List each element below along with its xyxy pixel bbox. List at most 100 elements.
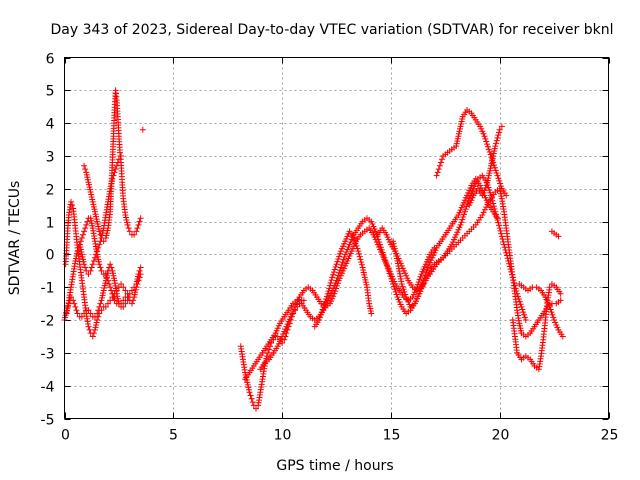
data-point <box>331 290 338 297</box>
data-point <box>415 278 422 285</box>
data-point <box>332 288 339 295</box>
data-point <box>136 218 143 225</box>
y-tick-label: -1 <box>41 281 55 297</box>
data-point <box>331 266 338 273</box>
data-point <box>493 140 500 147</box>
data-point <box>483 204 490 211</box>
data-point <box>70 297 77 304</box>
data-point <box>521 314 528 321</box>
data-point <box>485 146 492 153</box>
data-point <box>356 253 363 260</box>
data-point <box>107 261 114 268</box>
series-trace-12 <box>390 175 501 310</box>
y-tick-label: 5 <box>46 84 55 100</box>
data-point <box>319 306 326 313</box>
data-point <box>95 307 102 314</box>
data-point <box>73 307 80 314</box>
data-point <box>318 309 325 316</box>
data-point <box>317 311 324 318</box>
y-tick-label: 0 <box>46 248 55 264</box>
data-point <box>110 172 117 179</box>
data-point <box>336 267 343 274</box>
data-point <box>300 297 307 304</box>
data-point <box>548 309 555 316</box>
x-tick-label: 5 <box>169 428 178 444</box>
data-point <box>557 297 564 304</box>
data-point <box>557 290 564 297</box>
data-point <box>93 251 100 258</box>
data-point <box>94 310 101 317</box>
data-point <box>503 192 510 199</box>
data-point <box>326 282 333 289</box>
y-axis-label: SDTVAR / TECUs <box>7 181 23 296</box>
data-point <box>136 267 143 274</box>
data-point <box>434 169 441 176</box>
data-point <box>496 225 503 232</box>
data-point <box>457 221 464 228</box>
data-point <box>341 254 348 261</box>
data-point <box>368 310 375 317</box>
data-point <box>111 297 118 304</box>
data-point <box>133 228 140 235</box>
series-trace-18 <box>548 228 562 240</box>
data-point <box>495 222 502 229</box>
data-point <box>77 238 84 245</box>
data-point <box>83 221 90 228</box>
data-point <box>247 392 254 399</box>
data-point <box>89 333 96 340</box>
data-point <box>353 242 360 249</box>
x-tick-label: 20 <box>492 428 510 444</box>
data-point <box>490 200 497 207</box>
data-point <box>354 245 361 252</box>
y-tick-label: -4 <box>41 380 55 396</box>
data-point <box>320 303 327 310</box>
data-point <box>416 276 423 283</box>
data-point <box>494 215 501 222</box>
data-point <box>480 209 487 216</box>
data-point <box>339 259 346 266</box>
data-point <box>115 300 122 307</box>
data-point <box>550 314 557 321</box>
data-point <box>128 300 135 307</box>
data-point <box>332 263 339 270</box>
data-point <box>102 303 109 310</box>
data-point <box>139 126 146 133</box>
data-point <box>85 271 92 278</box>
data-point <box>423 269 430 276</box>
data-point <box>417 288 424 295</box>
data-point <box>358 261 365 268</box>
data-point <box>435 166 442 173</box>
series-trace-15 <box>420 185 564 340</box>
data-point <box>96 241 103 248</box>
x-tick-labels: 0 5 10 15 20 25 <box>61 428 618 444</box>
data-point <box>547 306 554 313</box>
data-point <box>118 280 125 287</box>
x-tick-label: 0 <box>61 428 70 444</box>
data-point <box>128 287 135 294</box>
data-point <box>120 284 127 291</box>
data-point <box>72 303 79 310</box>
data-point <box>495 175 502 182</box>
y-tick-label: 6 <box>46 52 55 68</box>
data-point <box>91 254 98 261</box>
y-tick-label: 2 <box>46 183 55 199</box>
data-point <box>137 215 144 222</box>
data-point <box>248 395 255 402</box>
data-point <box>122 300 129 307</box>
data-point <box>78 313 85 320</box>
data-point <box>69 202 76 209</box>
data-point <box>321 301 328 308</box>
data-point <box>135 271 142 278</box>
data-point <box>495 129 502 136</box>
plot-frame <box>64 57 609 419</box>
data-point <box>97 238 104 245</box>
data-point <box>130 297 137 304</box>
data-point <box>393 291 400 298</box>
data-point <box>497 180 504 187</box>
data-point <box>402 291 409 298</box>
data-point <box>484 201 491 208</box>
data-point <box>98 267 105 274</box>
data-point <box>335 256 342 263</box>
data-point <box>74 248 81 255</box>
